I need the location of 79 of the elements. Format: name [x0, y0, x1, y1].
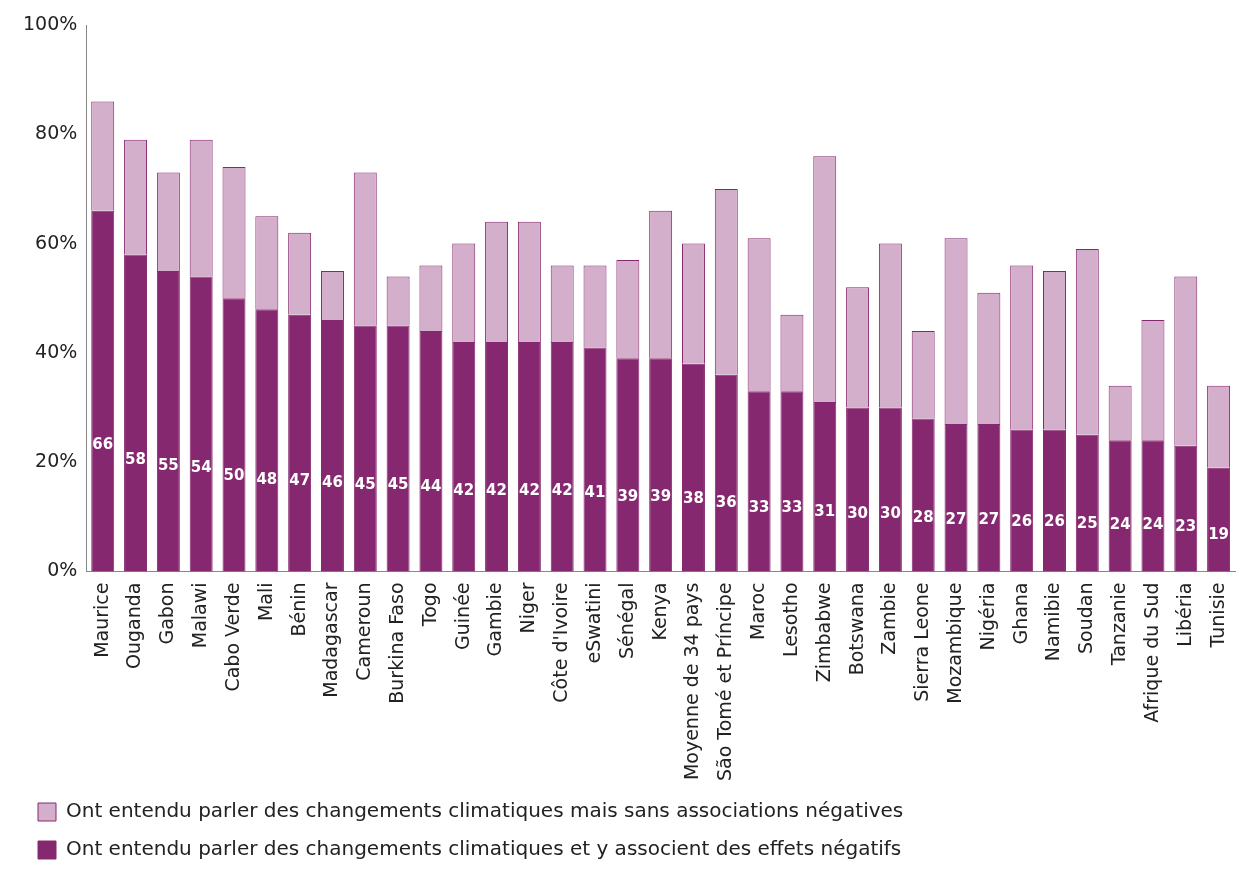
- data-label: 28: [912, 507, 934, 526]
- data-label: 26: [1011, 511, 1033, 530]
- x-tick-label: Burkina Faso: [385, 582, 408, 704]
- x-tick-label: eSwatini: [581, 582, 604, 664]
- data-label: 27: [978, 509, 1000, 528]
- x-tick-label: Tanzanie: [1107, 582, 1130, 667]
- x-tick-label: Sierra Leone: [910, 582, 933, 702]
- x-tick-label: Nigéria: [975, 582, 998, 651]
- x-tick-label: Soudan: [1074, 582, 1097, 654]
- y-tick-label: 100%: [22, 11, 78, 34]
- data-label: 36: [715, 492, 737, 511]
- data-label: 33: [781, 498, 803, 517]
- data-label: 66: [92, 435, 114, 454]
- data-label: 30: [879, 503, 901, 522]
- x-tick-label: Cameroun: [352, 582, 375, 681]
- data-label: 46: [322, 473, 343, 492]
- x-tick-label: Maurice: [89, 582, 112, 658]
- x-tick-label: Niger: [516, 582, 539, 634]
- x-tick-label: Togo: [417, 582, 440, 628]
- x-tick-label: Gambie: [483, 582, 506, 657]
- x-tick-label: Lesotho: [778, 582, 801, 658]
- data-label: 54: [190, 458, 212, 477]
- x-tick-label: Mali: [253, 582, 276, 622]
- data-label: 42: [518, 481, 540, 500]
- y-tick-label: 40%: [35, 339, 78, 362]
- data-label: 58: [125, 450, 146, 469]
- data-label: 25: [1076, 513, 1098, 532]
- legend-label: Ont entendu parler des changements climatiques et y associent des effets négatifs: [66, 836, 902, 861]
- y-tick-label: 80%: [35, 121, 78, 144]
- data-label: 42: [551, 481, 573, 500]
- x-tick-label: Libéria: [1172, 582, 1195, 647]
- data-label: 50: [223, 465, 245, 484]
- x-tick-label: Mozambique: [942, 582, 965, 704]
- data-label: 45: [354, 475, 376, 494]
- data-label: 27: [945, 509, 967, 528]
- x-tick-label: Botswana: [844, 582, 867, 676]
- x-tick-label: Ouganda: [122, 582, 145, 669]
- data-label: 31: [814, 502, 836, 521]
- x-tick-label: Afrique du Sud: [1139, 582, 1162, 723]
- data-label: 19: [1208, 525, 1230, 544]
- x-tick-label: Ghana: [1008, 582, 1031, 645]
- data-label: 41: [584, 482, 606, 501]
- data-label: 26: [1044, 511, 1065, 530]
- y-tick-label: 0%: [47, 558, 78, 581]
- data-label: 24: [1109, 515, 1131, 534]
- data-label: 33: [748, 498, 770, 517]
- x-tick-label: Namibie: [1041, 582, 1064, 662]
- data-label: 42: [453, 481, 475, 500]
- x-tick-label: Tunisie: [1205, 582, 1228, 649]
- data-label: 47: [289, 471, 311, 490]
- data-label: 39: [617, 486, 639, 505]
- x-tick-label: Cabo Verde: [220, 582, 243, 692]
- data-label: 39: [650, 486, 672, 505]
- legend-label: Ont entendu parler des changements climatiques mais sans associations négatives: [66, 798, 904, 823]
- data-label: 30: [847, 503, 869, 522]
- data-label: 23: [1175, 517, 1197, 536]
- x-tick-label: Maroc: [746, 582, 769, 640]
- data-label: 38: [683, 488, 704, 507]
- data-label: 42: [486, 481, 507, 500]
- x-tick-label: Moyenne de 34 pays: [680, 582, 703, 781]
- x-tick-label: Gabon: [155, 582, 178, 645]
- x-tick-label: Zimbabwe: [811, 582, 834, 683]
- y-tick-label: 20%: [35, 449, 78, 472]
- data-label: 45: [387, 475, 409, 494]
- x-tick-label: Malawi: [188, 582, 211, 649]
- data-label: 48: [256, 469, 278, 488]
- x-tick-label: Madagascar: [319, 582, 342, 698]
- data-label: 24: [1142, 515, 1164, 534]
- y-tick-label: 60%: [35, 230, 78, 253]
- x-tick-label: Sénégal: [614, 582, 637, 659]
- x-tick-label: Côte d'Ivoire: [549, 582, 572, 703]
- data-label: 55: [157, 456, 179, 475]
- x-tick-label: São Tomé et Príncipe: [713, 582, 736, 782]
- x-tick-label: Kenya: [647, 582, 670, 641]
- x-tick-label: Guinée: [450, 582, 473, 650]
- data-label: 44: [420, 477, 442, 496]
- x-tick-label: Bénin: [286, 582, 309, 637]
- bar: [1043, 429, 1066, 572]
- x-tick-label: Zambie: [877, 582, 900, 655]
